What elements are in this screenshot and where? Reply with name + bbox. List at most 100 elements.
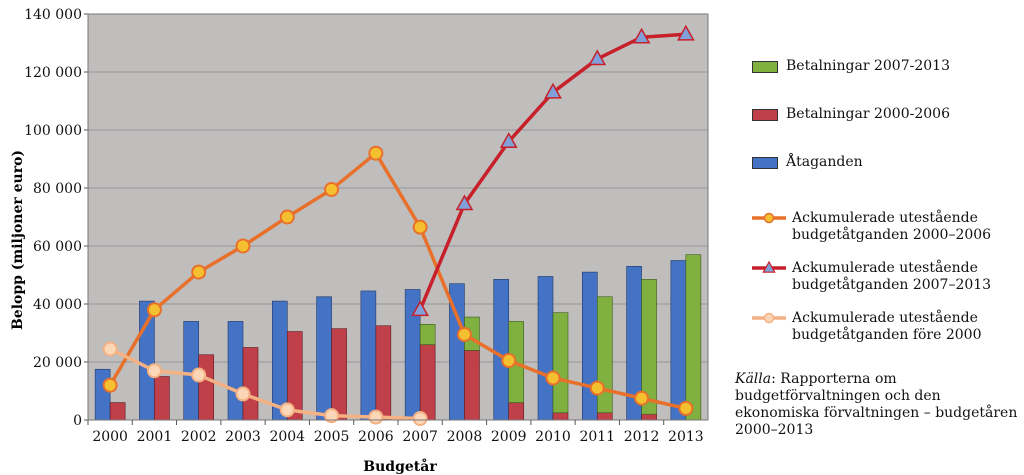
x-tick-label: 2008 <box>447 429 483 445</box>
series-point-1 <box>632 27 651 44</box>
source-label: Källa <box>735 371 772 387</box>
series-point-2 <box>146 363 162 379</box>
series-point-0 <box>501 353 517 369</box>
legend-line-swatch <box>752 312 786 324</box>
y-tick-label: 20 000 <box>33 355 82 371</box>
series-point-0 <box>678 400 694 416</box>
series-point-2 <box>191 367 207 383</box>
legend-item-bar: Betalningar 2007-2013 <box>752 58 950 75</box>
bar-betalningar-2000-2006 <box>508 402 525 421</box>
x-tick-label: 2011 <box>579 429 615 445</box>
bar-ataganden <box>227 321 244 421</box>
series-point-2 <box>235 386 251 402</box>
series-point-0 <box>324 181 340 197</box>
series-point-2 <box>412 411 428 427</box>
series-point-0 <box>235 238 251 254</box>
legend-label: Betalningar 2007-2013 <box>786 58 950 74</box>
series-point-2 <box>368 409 384 425</box>
bar-betalningar-2000-2006 <box>198 354 215 421</box>
bar-ataganden <box>94 368 111 421</box>
series-point-1 <box>544 82 562 99</box>
series-point-1 <box>411 300 430 317</box>
legend-item-bar: Åtaganden <box>752 154 863 171</box>
series-point-0 <box>102 377 118 393</box>
bar-ataganden <box>537 276 554 421</box>
x-tick-label: 2007 <box>402 429 438 445</box>
legend-swatch <box>752 157 778 169</box>
series-point-0 <box>191 264 207 280</box>
y-tick-label: 80 000 <box>33 181 82 197</box>
legend: Betalningar 2007-2013 Betalningar 2000-20… <box>752 0 1022 475</box>
bar-ataganden <box>581 271 598 421</box>
chart: 0 20 000 40 000 60 000 80 000 100 000 120 000 1… <box>10 7 709 475</box>
legend-label: Ackumulerade utestående budgetåtganden 2… <box>792 260 992 293</box>
source-text: : Rapporterna om budgetförvaltningen och… <box>735 371 1018 438</box>
bar-betalningar-2000-2006 <box>641 413 657 421</box>
x-tick-label: 2013 <box>668 429 704 445</box>
series-point-1 <box>588 49 607 66</box>
x-tick-label: 2006 <box>358 429 394 445</box>
series-point-1 <box>455 194 474 211</box>
bar-betalningar-2007-2013 <box>552 312 569 414</box>
bar-betalningar-2007-2013 <box>685 254 702 421</box>
bar-betalningar-2000-2006 <box>464 350 480 421</box>
x-tick-label: 2000 <box>92 429 128 445</box>
series-point-2 <box>102 341 118 357</box>
legend-line-swatch <box>752 212 786 224</box>
bar-ataganden <box>360 290 377 421</box>
y-tick-label: 140 000 <box>24 7 82 23</box>
bar-ataganden <box>493 279 510 421</box>
y-tick-label: 60 000 <box>33 239 82 255</box>
bar-betalningar-2000-2006 <box>596 412 613 421</box>
series-point-0 <box>545 370 561 386</box>
series-point-0 <box>412 219 428 235</box>
legend-item-line: Ackumulerade utestående budgetåtganden f… <box>752 310 982 344</box>
lines <box>102 24 695 427</box>
series-point-2 <box>324 408 340 424</box>
bar-betalningar-2000-2006 <box>419 344 436 421</box>
bar-betalningar-2000-2006 <box>331 328 347 421</box>
bar-ataganden <box>670 260 687 421</box>
bar-betalningar-2007-2013 <box>596 296 613 414</box>
series-point-1 <box>499 132 518 148</box>
x-tick-label: 2009 <box>491 429 527 445</box>
bar-betalningar-2000-2006 <box>109 402 126 421</box>
bar-betalningar-2000-2006 <box>552 412 569 421</box>
x-tick-label: 2010 <box>535 429 571 445</box>
bar-betalningar-2000-2006 <box>375 325 392 421</box>
bar-ataganden <box>139 300 155 421</box>
x-tick-label: 2002 <box>181 429 217 445</box>
legend-label: Ackumulerade utestående budgetåtganden 2… <box>792 210 992 243</box>
legend-label: Betalningar 2000-2006 <box>786 106 950 122</box>
bar-betalningar-2007-2013 <box>641 279 657 415</box>
bar-betalningar-2007-2013 <box>419 323 436 345</box>
series-point-0 <box>634 390 650 406</box>
bar-ataganden <box>271 300 288 421</box>
y-axis-title: Belopp (miljoner euro) <box>10 150 26 330</box>
x-tick-label: 2001 <box>137 429 173 445</box>
axes: 0 20 000 40 000 60 000 80 000 100 000 120 000 1… <box>24 7 709 445</box>
legend-item-line: Ackumulerade utestående budgetåtganden 2… <box>752 210 991 244</box>
x-tick-label: 2003 <box>225 429 261 445</box>
bar-ataganden <box>316 296 332 421</box>
y-tick-label: 0 <box>73 413 82 429</box>
legend-swatch <box>752 61 778 73</box>
series-point-0 <box>589 380 605 396</box>
x-tick-label: 2005 <box>314 429 350 445</box>
series-line-0 <box>108 151 687 411</box>
y-tick-label: 100 000 <box>24 123 82 139</box>
series-point-0 <box>456 326 472 342</box>
x-tick-label: 2004 <box>269 429 305 445</box>
series-point-1 <box>676 24 695 41</box>
legend-item-bar: Betalningar 2000-2006 <box>752 106 950 123</box>
legend-label: Ackumulerade utestående budgetåtganden f… <box>792 310 982 343</box>
legend-swatch <box>752 109 778 121</box>
x-tick-label: 2012 <box>624 429 660 445</box>
legend-item-line: Ackumulerade utestående budgetåtganden 2… <box>752 260 991 294</box>
legend-label: Åtaganden <box>786 154 863 170</box>
series-point-0 <box>368 145 384 161</box>
series-point-0 <box>279 209 295 225</box>
series-point-2 <box>279 402 295 418</box>
source-note: Källa: Rapporterna om budgetförvaltninge… <box>735 371 1020 439</box>
legend-line-swatch <box>752 260 786 273</box>
